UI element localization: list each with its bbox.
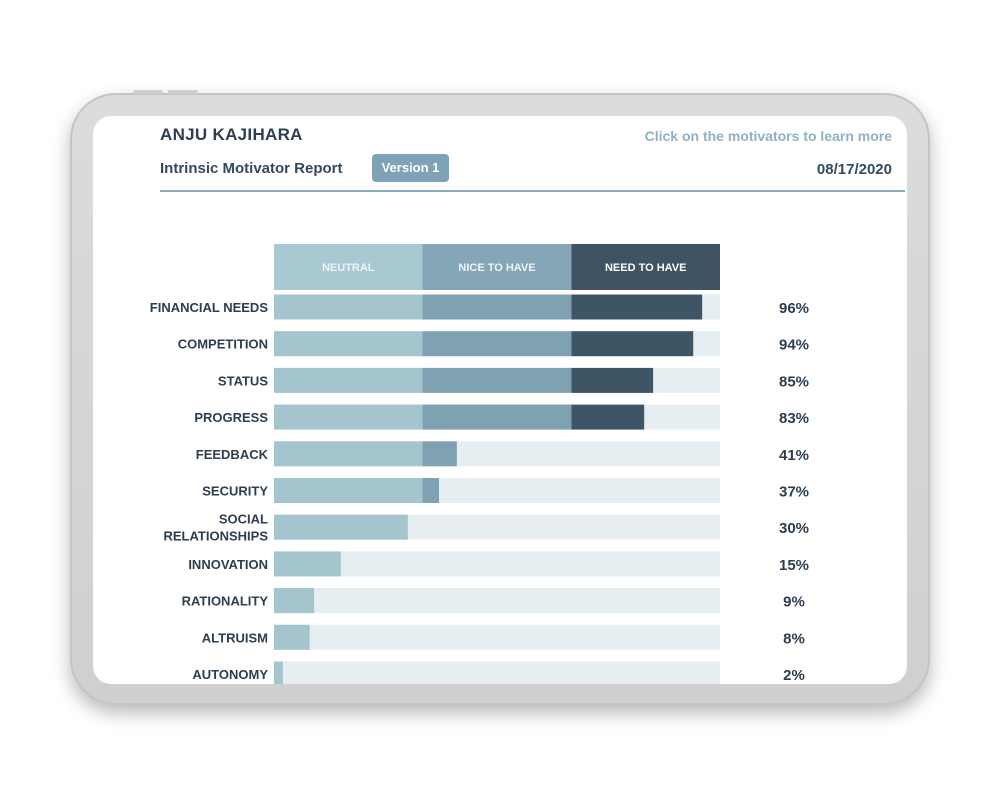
category-label: FEEDBACK xyxy=(196,447,269,462)
bar-segment xyxy=(422,294,572,320)
band-header-label: NEED TO HAVE xyxy=(605,262,687,274)
value-label: 8% xyxy=(783,630,805,647)
bar-segment xyxy=(571,331,694,357)
bar-segment xyxy=(422,404,572,430)
category-label: RATIONALITY xyxy=(182,594,269,609)
category-label: SECURITY xyxy=(202,484,268,499)
bar-segment xyxy=(274,331,423,357)
category-label: ALTRUISM xyxy=(202,630,268,645)
bar-segment xyxy=(422,367,572,393)
bar-track xyxy=(274,551,720,577)
value-label: 96% xyxy=(779,300,809,317)
value-label: 9% xyxy=(783,594,805,611)
bar-segment xyxy=(571,367,654,393)
screen: ANJU KAJIHARA Intrinsic Motivator Report… xyxy=(93,116,907,684)
bar-track xyxy=(274,661,720,684)
band-header xyxy=(422,244,572,290)
bar-segment xyxy=(422,331,572,357)
value-label: 41% xyxy=(779,447,809,464)
band-header-label: NEUTRAL xyxy=(322,262,375,274)
category-label: AUTONOMY xyxy=(192,667,268,682)
value-label: 15% xyxy=(779,557,809,574)
volume-button xyxy=(168,90,198,94)
bar-segment xyxy=(274,478,423,503)
bar-track xyxy=(274,588,720,614)
value-label: 83% xyxy=(779,410,809,427)
category-label: STATUS xyxy=(218,373,268,388)
motivator-chart: NEUTRAL NICE TO HAVE NEED TO HAVE FINANCIAL… xyxy=(150,244,809,684)
category-label: INNOVATION xyxy=(188,557,268,572)
bar-segment xyxy=(274,514,408,540)
bar-segment xyxy=(422,441,457,467)
value-label: 85% xyxy=(779,373,809,390)
bar-track xyxy=(274,624,720,650)
report-date: 08/17/2020 xyxy=(816,161,892,178)
category-label: COMPETITION xyxy=(178,337,268,352)
category-label: FINANCIAL NEEDS xyxy=(150,300,269,315)
category-label: SOCIAL RELATIONSHIPS xyxy=(164,512,269,544)
value-label: 2% xyxy=(783,667,805,684)
value-label: 94% xyxy=(779,337,809,354)
bar-segment xyxy=(274,551,341,577)
bar-segment xyxy=(571,294,703,320)
category-label: PROGRESS xyxy=(194,410,268,425)
bar-segment xyxy=(274,441,423,467)
bar-segment xyxy=(274,367,423,393)
learn-more-hint: Click on the motivators to learn more xyxy=(644,128,892,144)
bar-segment xyxy=(274,661,283,684)
value-label: 37% xyxy=(779,484,809,501)
bar-segment xyxy=(274,404,423,430)
band-header xyxy=(571,244,720,290)
band-header xyxy=(274,244,423,290)
bar-segment xyxy=(274,294,423,320)
bar-segment xyxy=(571,404,645,430)
bar-segment xyxy=(274,624,310,650)
header-divider xyxy=(160,190,905,192)
band-header-label: NICE TO HAVE xyxy=(458,262,535,274)
bar-segment xyxy=(422,478,440,503)
bar-segment xyxy=(274,588,315,614)
person-name: ANJU KAJIHARA xyxy=(160,125,303,144)
report-title: Intrinsic Motivator Report xyxy=(160,160,343,177)
volume-button xyxy=(133,90,163,94)
value-label: 30% xyxy=(779,520,809,537)
version-badge[interactable]: Version 1 xyxy=(372,154,449,182)
